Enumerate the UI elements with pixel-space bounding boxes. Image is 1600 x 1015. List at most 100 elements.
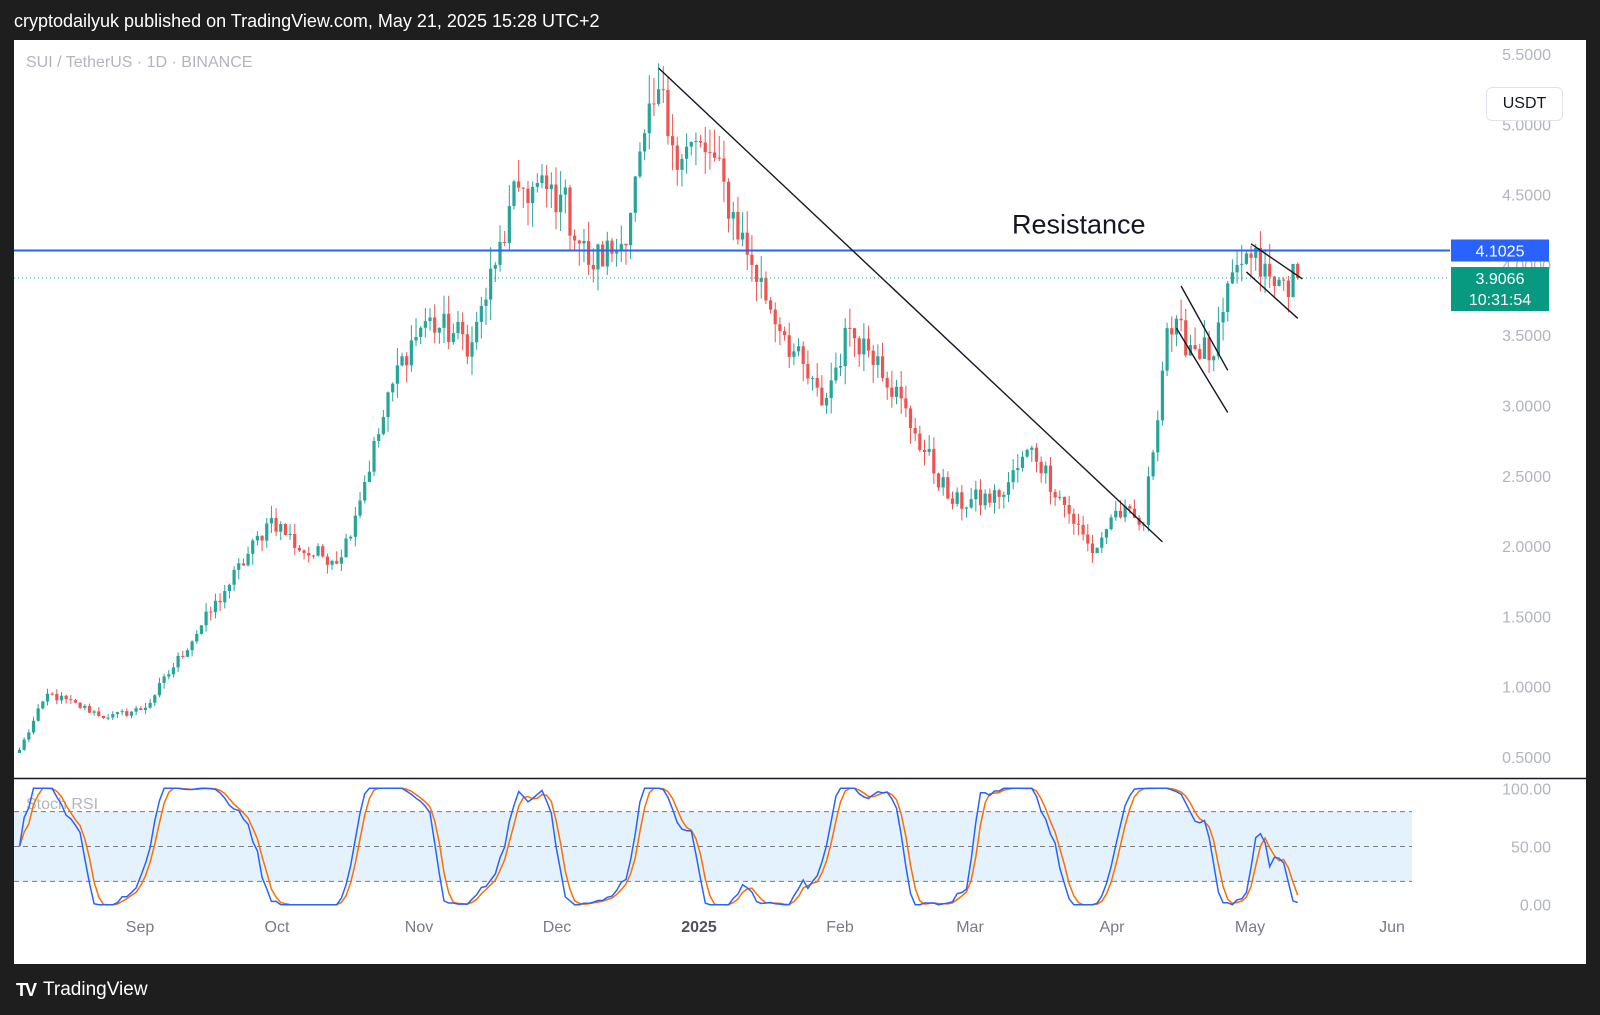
candle-body [1244,253,1248,264]
time-tick-label: Nov [405,919,433,936]
candle-body [838,366,843,368]
candle-body [1123,506,1127,518]
candle-body [960,492,964,509]
candle-body [988,493,992,503]
candle-body [442,313,446,328]
candle-body [1254,247,1258,258]
candle-body [246,553,250,566]
price-tick-label: 4.5000 [1502,188,1551,205]
candle-body [311,555,315,557]
candle-body [857,338,861,355]
candle-body [573,235,577,241]
publisher-line: cryptodailyuk published on TradingView.c… [14,11,600,31]
candle-body [1002,494,1006,497]
candle-body [1207,337,1211,361]
candle-body [1034,447,1039,462]
candle-body [279,523,283,532]
candle-body [209,611,213,613]
candle-body [344,538,348,558]
candle-body [391,383,395,393]
candle-body [297,547,301,551]
candle-body [792,351,796,357]
candle-body [227,584,232,592]
candle-body [199,625,204,634]
candle-body [876,356,880,366]
candle-body [414,336,418,341]
candle-body [708,152,712,154]
price-tick-label: 5.0000 [1502,117,1551,134]
candle-body [335,560,339,564]
candle-body [629,212,633,246]
candle-body [190,641,194,651]
candle-body [143,707,148,711]
trendline-major-downtrend [658,67,1163,543]
candle-body [251,540,255,554]
candle-body [619,243,623,250]
candle-body [377,434,381,442]
candle-body [1202,337,1207,359]
candle-body [866,338,871,351]
candle-body [31,720,36,733]
tradingview-brand: TradingView [43,979,148,1000]
candle-body [92,711,96,713]
candle-body [120,711,124,713]
candle-body [349,536,353,539]
candle-body [563,187,567,195]
candle-body [1282,279,1286,281]
candle-body [148,702,152,708]
candle-body [801,346,805,364]
candle-body [381,417,385,435]
candle-body [517,181,521,188]
candle-body [386,392,390,418]
candle-body [1109,517,1113,530]
time-tick-label: Apr [1100,919,1126,936]
candle-body [1170,328,1174,335]
candle-body [50,693,54,695]
candle-body [778,324,782,332]
candle-body [834,367,838,381]
candle-body [1067,505,1071,514]
candle-body [1160,370,1165,421]
candle-body [950,498,955,504]
candle-body [605,240,609,267]
candle-body [712,152,717,158]
candle-body [880,356,885,378]
candle-body [824,398,829,406]
candle-body [545,175,549,190]
candle-body [1076,523,1081,525]
candle-body [843,327,847,367]
candle-body [1016,468,1020,471]
chart-canvas[interactable]: SUI / TetherUS · 1D · BINANCE 5.5000 5.000… [14,40,1586,964]
candle-body [1095,547,1099,554]
candle-body [274,517,278,532]
candle-body [447,313,451,343]
candle-body [325,556,329,565]
candle-body [1128,506,1132,509]
candle-body [1100,537,1104,548]
candle-body [167,674,171,677]
candle-body [437,327,441,333]
candle-body [890,387,894,397]
chart-frame[interactable]: SUI / TetherUS · 1D · BINANCE 5.5000 5.000… [14,40,1586,964]
candle-body [41,701,45,709]
candle-body [759,277,763,282]
candle-body [731,211,735,219]
candle-body [1184,320,1188,356]
time-tick-label: Jun [1379,919,1405,936]
candle-body [1230,272,1234,284]
candle-body [740,232,745,240]
candle-body [1258,247,1262,277]
candle-body [465,334,469,357]
candle-body [475,321,479,343]
price-tick-label: 0.5000 [1502,750,1551,767]
candle-body [643,133,647,152]
stoch-k-line [18,787,1298,906]
currency-button[interactable]: USDT [1486,87,1563,121]
candle-body [726,181,731,219]
candle-body [363,481,367,501]
candle-body [666,89,670,137]
tradingview-logo[interactable]: TV TradingView [16,979,148,1001]
candle-body [526,188,530,203]
candle-body [689,141,693,147]
candle-body [176,655,180,668]
